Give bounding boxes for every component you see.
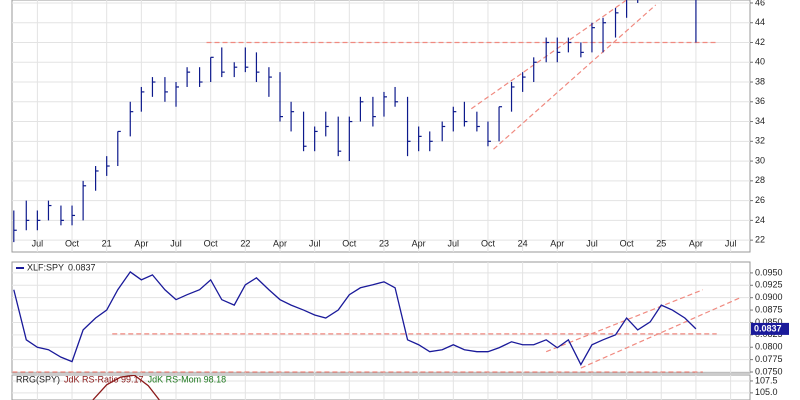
- legend-label: JdK RS-Mom 98.18: [148, 374, 227, 384]
- x-tick-label: Apr: [412, 238, 426, 248]
- x-tick-label: Oct: [204, 238, 219, 248]
- y-tick-label: 0.0775: [755, 354, 783, 364]
- legend-label: JdK RS-Ratio 99.17: [64, 374, 144, 384]
- y-tick-label: 38: [755, 76, 765, 86]
- x-tick-label: Apr: [273, 238, 287, 248]
- panel-frame: [11, 0, 751, 253]
- legend-label: XLF:SPY: [27, 262, 64, 272]
- x-tick-label: Jul: [170, 238, 182, 248]
- panel-plot: [12, 262, 750, 373]
- y-tick-label: 107.5: [755, 375, 778, 385]
- x-tick-label: Apr: [689, 238, 703, 248]
- trend-line: [493, 4, 657, 150]
- x-tick-label: Oct: [481, 238, 496, 248]
- trend-line: [580, 297, 741, 369]
- series-line: [13, 271, 697, 366]
- y-tick-label: 42: [755, 37, 765, 47]
- y-tick-label: 24: [755, 215, 765, 225]
- y-tick-label: 0.0850: [755, 317, 783, 327]
- y-tick-label: 105.0: [755, 387, 778, 397]
- y-tick-label: 28: [755, 175, 765, 185]
- x-tick-label: 25: [656, 238, 666, 248]
- panel-plot: [12, 0, 750, 252]
- x-tick-label: Oct: [65, 238, 80, 248]
- x-tick-label: 23: [379, 238, 389, 248]
- x-tick-label: Jul: [586, 238, 598, 248]
- x-tick-label: 21: [102, 238, 112, 248]
- y-tick-label: 36: [755, 96, 765, 106]
- y-tick-label: 34: [755, 116, 765, 126]
- y-tick-label: 0.0950: [755, 267, 783, 277]
- x-tick-label: Jul: [448, 238, 460, 248]
- y-tick-label: 0.0925: [755, 280, 783, 290]
- y-tick-label: 0.0800: [755, 342, 783, 352]
- x-tick-label: 24: [518, 238, 528, 248]
- y-tick-label: 46: [755, 0, 765, 7]
- panel-frame: [11, 261, 751, 374]
- legend-value: 0.0837: [68, 262, 96, 272]
- y-tick-label: 26: [755, 195, 765, 205]
- x-tick-label: Jul: [32, 238, 44, 248]
- y-tick-label: 0.0900: [755, 292, 783, 302]
- series-line: [92, 375, 160, 400]
- panel-title: RRG(SPY): [16, 374, 60, 384]
- x-tick-label: Apr: [550, 238, 564, 248]
- y-tick-label: 40: [755, 57, 765, 67]
- panel-plot: [12, 375, 750, 400]
- y-tick-label: 30: [755, 155, 765, 165]
- x-tick-label: 22: [240, 238, 250, 248]
- last-value-label: 0.0837: [754, 323, 782, 333]
- last-value-box: [751, 322, 789, 335]
- y-tick-label: 32: [755, 136, 765, 146]
- x-tick-label: Jul: [725, 238, 737, 248]
- y-tick-label: 22: [755, 235, 765, 245]
- x-tick-label: Jul: [309, 238, 321, 248]
- y-tick-label: 44: [755, 17, 765, 27]
- y-tick-label: 0.0875: [755, 304, 783, 314]
- y-tick-label: 0.0750: [755, 366, 783, 376]
- x-tick-label: Apr: [134, 238, 148, 248]
- x-tick-label: Oct: [620, 238, 635, 248]
- x-tick-label: Oct: [342, 238, 357, 248]
